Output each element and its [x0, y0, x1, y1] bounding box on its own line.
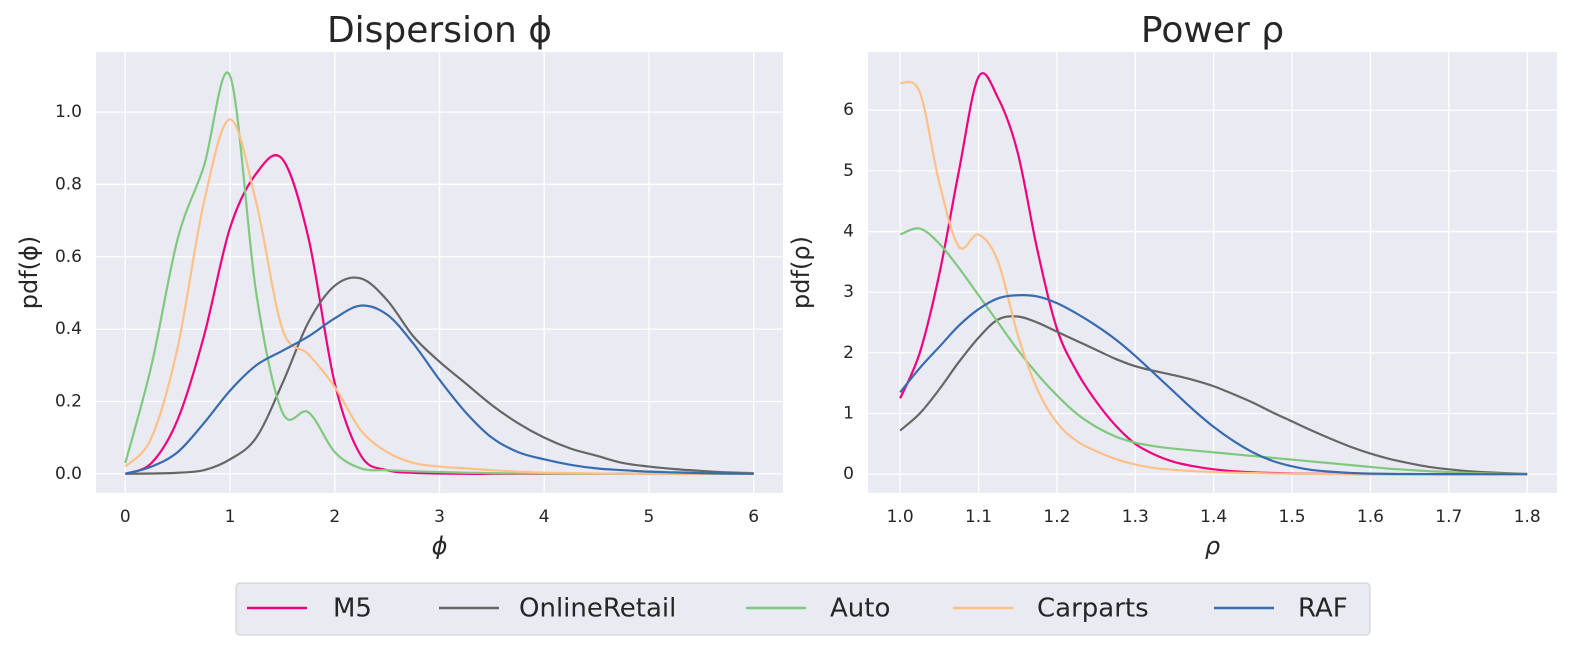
x-tick-label: 1.4 — [1200, 507, 1227, 527]
legend-label: RAF — [1298, 594, 1348, 624]
x-tick-label: 1.8 — [1514, 507, 1541, 527]
x-axis-label: ϕ — [432, 532, 448, 560]
chart-title: Power ρ — [1141, 10, 1284, 51]
x-tick-label: 3 — [434, 507, 445, 527]
y-axis-label: pdf(ϕ) — [15, 236, 43, 309]
x-tick-label: 1.6 — [1357, 507, 1384, 527]
x-tick-label: 0 — [120, 507, 131, 527]
x-axis-label: ρ — [1205, 532, 1220, 560]
x-tick-label: 4 — [539, 507, 550, 527]
legend-label: Auto — [830, 594, 890, 624]
y-tick-label: 5 — [843, 161, 854, 181]
density-line — [899, 294, 1528, 476]
legend-label: Carparts — [1037, 594, 1149, 624]
x-tick-label: 1.2 — [1043, 507, 1070, 527]
x-tick-label: 1.7 — [1435, 507, 1462, 527]
y-tick-label: 0.4 — [55, 319, 82, 339]
x-tick-label: 1.5 — [1279, 507, 1306, 527]
density-line — [125, 276, 754, 475]
density-line — [124, 118, 754, 475]
x-tick-label: 1.1 — [965, 507, 992, 527]
y-tick-label: 6 — [843, 100, 854, 120]
density-line — [125, 304, 754, 475]
plot-lines — [124, 71, 754, 475]
y-tick-label: 0.8 — [55, 174, 82, 194]
density-line — [899, 315, 1528, 475]
y-tick-label: 1 — [843, 404, 854, 424]
chart-title: Dispersion ϕ — [327, 10, 552, 51]
x-tick-label: 5 — [644, 507, 655, 527]
x-tick-label: 1.0 — [887, 507, 914, 527]
y-tick-label: 2 — [843, 343, 854, 363]
y-tick-label: 0.0 — [55, 464, 82, 484]
x-tick-label: 6 — [748, 507, 759, 527]
legend-label: M5 — [333, 594, 372, 624]
legend-label: OnlineRetail — [519, 594, 676, 624]
y-axis-label: pdf(ρ) — [787, 236, 815, 309]
x-tick-label: 1 — [225, 507, 236, 527]
plot-lines — [899, 72, 1528, 476]
y-tick-label: 0.6 — [55, 247, 82, 267]
x-tick-label: 2 — [329, 507, 340, 527]
density-line — [899, 227, 1528, 476]
y-tick-label: 3 — [843, 282, 854, 302]
x-tick-label: 1.3 — [1122, 507, 1149, 527]
y-tick-label: 0 — [843, 464, 854, 484]
plot-area — [868, 52, 1557, 493]
y-tick-label: 4 — [843, 222, 854, 242]
y-tick-label: 0.2 — [55, 391, 82, 411]
y-tick-label: 1.0 — [55, 102, 82, 122]
